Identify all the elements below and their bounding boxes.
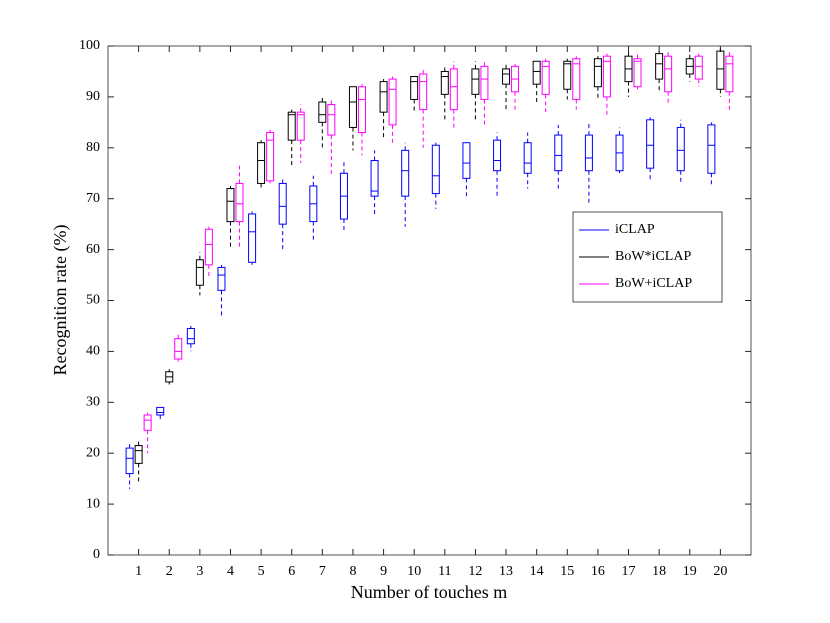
box [676,126,685,172]
y-tick-label: 50 [86,293,100,308]
box [440,70,449,95]
box [156,406,165,416]
box [410,76,419,100]
x-tick-label: 5 [258,564,265,579]
box [419,73,428,111]
x-tick-label: 19 [683,564,697,579]
x-tick-label: 10 [407,564,421,579]
box [186,327,195,345]
box [449,68,458,111]
y-tick-label: 20 [86,445,100,460]
box [296,111,305,141]
x-tick-label: 17 [622,564,636,579]
y-tick-label: 60 [86,242,100,257]
box [493,139,502,172]
box [278,182,287,225]
x-tick-label: 7 [319,564,326,579]
x-tick-label: 14 [530,564,544,579]
y-tick-label: 10 [86,496,100,511]
y-tick-label: 40 [86,344,100,359]
box [633,58,642,88]
box [502,68,511,85]
box [226,188,235,223]
box [370,160,379,197]
box [388,78,397,126]
box [532,60,541,85]
box [431,144,440,195]
y-tick-label: 70 [86,191,100,206]
x-tick-label: 4 [227,564,234,579]
box [707,124,716,174]
legend-label: BoW+iCLAP [615,276,692,291]
box [357,86,366,134]
box [602,55,611,98]
box [195,259,204,286]
x-tick-label: 1 [135,564,142,579]
box [716,50,725,90]
x-tick-label: 2 [166,564,173,579]
y-axis-label: Recognition rate (%) [50,225,71,376]
x-tick-label: 15 [560,564,574,579]
x-tick-label: 16 [591,564,605,579]
box [462,142,471,179]
box [401,149,410,197]
box [235,182,244,223]
box [664,55,673,93]
x-tick-label: 9 [380,564,387,579]
y-tick-label: 80 [86,140,100,155]
box [584,134,593,172]
box [134,445,143,464]
x-tick-label: 6 [288,564,295,579]
box [471,68,480,95]
x-tick-label: 11 [438,564,451,579]
box [480,65,489,100]
box [174,338,183,360]
box [563,60,572,90]
x-tick-label: 12 [468,564,482,579]
y-tick-label: 30 [86,395,100,410]
x-tick-label: 3 [196,564,203,579]
box [143,414,152,431]
y-tick-label: 0 [93,547,100,562]
box [541,60,550,95]
box [646,119,655,169]
box [217,266,226,291]
x-tick-label: 20 [713,564,727,579]
box [125,447,134,475]
box [266,132,275,182]
legend-label: BoW*iCLAP [615,249,691,264]
box [318,101,327,123]
x-tick-label: 8 [349,564,356,579]
box [204,228,213,266]
y-tick-label: 90 [86,89,100,104]
x-axis-label: Number of touches m [351,582,507,602]
box [379,81,388,113]
box [593,58,602,88]
x-tick-label: 18 [652,564,666,579]
box [554,134,563,172]
box [725,55,734,93]
box [248,213,257,263]
box [523,142,532,174]
box [655,53,664,80]
y-tick-label: 100 [79,38,100,53]
box [694,55,703,80]
box [287,111,296,141]
box [572,58,581,100]
x-tick-label: 13 [499,564,513,579]
legend-label: iCLAP [615,222,655,237]
box [257,142,266,184]
box [348,86,357,128]
box [327,104,336,136]
